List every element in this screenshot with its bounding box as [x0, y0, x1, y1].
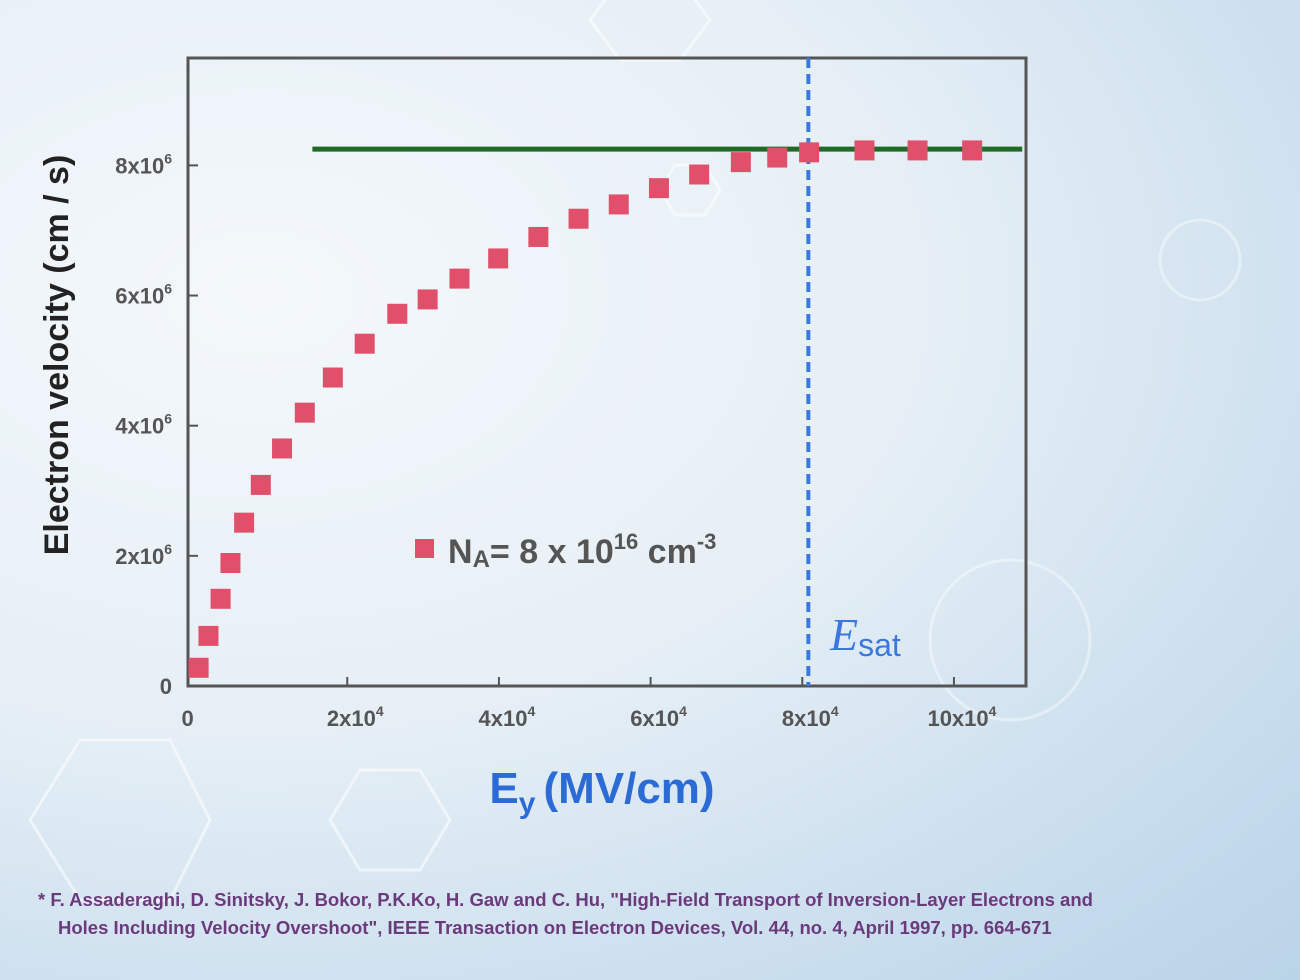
x-tick-label: 2x104	[327, 703, 384, 731]
citation: * F. Assaderaghi, D. Sinitsky, J. Bokor,…	[38, 886, 1288, 942]
legend-marker	[415, 539, 434, 558]
data-point	[854, 140, 875, 161]
x-axis-label: Ey (MV/cm)	[489, 764, 714, 820]
data-point	[387, 303, 408, 324]
plot-frame	[186, 56, 1028, 688]
citation-line-1: * F. Assaderaghi, D. Sinitsky, J. Bokor,…	[38, 889, 1093, 910]
data-point	[689, 164, 710, 185]
y-tick-label: 8x106	[115, 150, 172, 178]
data-point	[250, 474, 271, 495]
x-tick-label: 10x104	[927, 703, 996, 731]
data-point	[799, 142, 820, 163]
y-tick-label: 4x106	[115, 411, 172, 439]
legend-label: NA= 8 x 1016 cm-3	[448, 529, 716, 573]
data-point	[767, 147, 788, 168]
x-tick-label: 8x104	[782, 703, 839, 731]
data-point	[294, 402, 315, 423]
data-point	[488, 248, 509, 269]
data-point	[188, 657, 209, 678]
data-point	[449, 268, 470, 289]
data-point	[417, 289, 438, 310]
y-tick-label: 0	[160, 674, 172, 699]
data-point	[648, 178, 669, 199]
y-tick-label: 6x106	[115, 281, 172, 309]
data-point	[608, 194, 629, 215]
y-tick-label: 2x106	[115, 541, 172, 569]
data-point	[354, 333, 375, 354]
background-decoration	[28, 0, 1242, 902]
data-point	[730, 152, 751, 173]
data-point	[220, 553, 241, 574]
legend: NA= 8 x 1016 cm-3	[415, 529, 716, 573]
esat-label: Esat	[829, 609, 901, 663]
x-tick-label: 4x104	[479, 703, 536, 731]
data-point	[198, 625, 219, 646]
data-point	[962, 140, 983, 161]
data-point	[907, 140, 928, 161]
data-point	[528, 226, 549, 247]
citation-line-2: Holes Including Velocity Overshoot", IEE…	[58, 917, 1052, 938]
data-point	[322, 367, 343, 388]
data-point	[272, 438, 293, 459]
data-point	[210, 588, 231, 609]
x-tick-label: 6x104	[630, 703, 687, 731]
data-point	[568, 208, 589, 229]
y-axis-label: Electron velocity (cm / s)	[38, 155, 76, 556]
x-tick-label: 0	[181, 706, 193, 731]
data-point	[234, 512, 255, 533]
